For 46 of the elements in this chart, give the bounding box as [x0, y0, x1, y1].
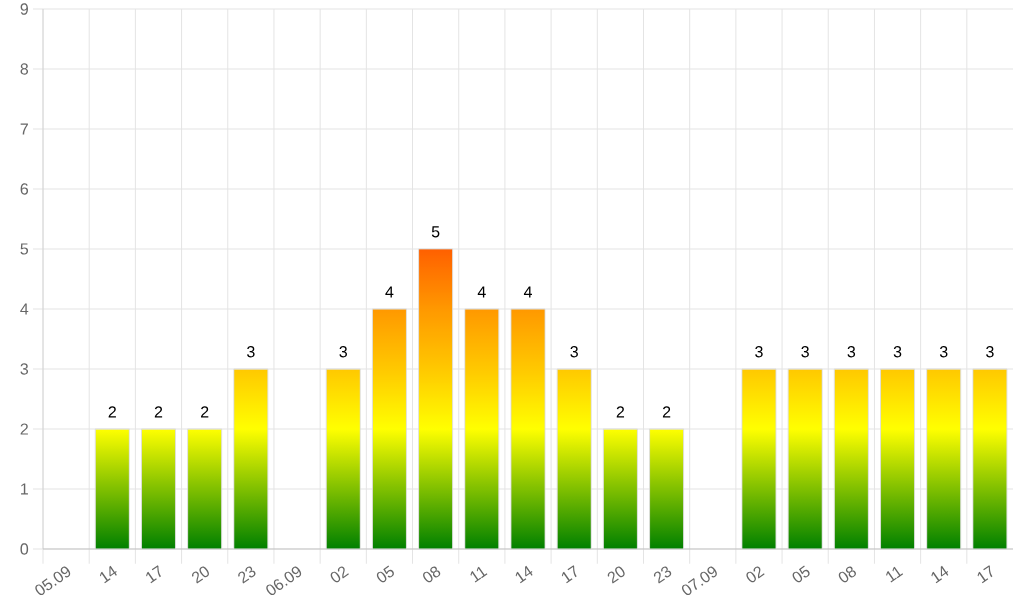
- data-label: 3: [939, 346, 948, 358]
- x-tick-label: 20: [191, 566, 209, 584]
- data-label: 3: [801, 346, 809, 358]
- y-tick-label: 1: [21, 483, 28, 495]
- y-tick-label: 7: [20, 123, 28, 135]
- x-tick-label: 08: [838, 566, 856, 583]
- x-tick-label: 17: [146, 565, 161, 584]
- data-label: 2: [108, 406, 116, 418]
- data-label: 4: [477, 286, 486, 298]
- y-tick-label: 9: [20, 3, 28, 15]
- x-tick-label: 14: [515, 565, 533, 584]
- data-label: 3: [339, 346, 347, 358]
- x-tick-label: 14: [931, 565, 949, 584]
- x-tick-label: 14: [99, 565, 117, 584]
- data-label: 5: [431, 226, 440, 238]
- y-tick-label: 2: [20, 423, 28, 435]
- x-tick-label: 05: [376, 565, 394, 583]
- x-tick-label: 23: [238, 566, 256, 584]
- x-tick-label: 11: [886, 566, 904, 583]
- data-label: 3: [847, 346, 856, 358]
- x-tick-label: 11: [470, 566, 488, 583]
- y-tick-label: 6: [20, 183, 29, 195]
- y-tick-label: 5: [20, 243, 29, 255]
- x-tick-label: 23: [653, 566, 672, 584]
- data-label: 3: [893, 346, 902, 358]
- data-label: 3: [570, 346, 578, 358]
- data-label: 3: [986, 346, 994, 358]
- y-tick-label: 4: [20, 303, 29, 315]
- y-tick-label: 8: [20, 63, 29, 75]
- data-label: 2: [201, 406, 209, 418]
- x-tick-label: 08: [423, 566, 441, 583]
- x-tick-label: 17: [977, 565, 993, 584]
- y-tick-label: 3: [20, 363, 29, 375]
- data-label: 2: [662, 406, 671, 418]
- x-tick-label: 20: [607, 566, 625, 584]
- data-label: 4: [385, 286, 394, 298]
- x-tick-label: 17: [561, 565, 577, 584]
- x-tick-label: 02: [330, 566, 349, 583]
- data-label: 2: [616, 406, 625, 418]
- data-label: 2: [154, 406, 163, 418]
- data-label: 3: [247, 346, 255, 358]
- y-tick-label: 0: [20, 543, 29, 555]
- data-label: 3: [755, 346, 763, 358]
- data-label: 4: [523, 286, 532, 298]
- x-tick-label: 02: [746, 566, 765, 583]
- x-tick-label: 05: [792, 565, 810, 583]
